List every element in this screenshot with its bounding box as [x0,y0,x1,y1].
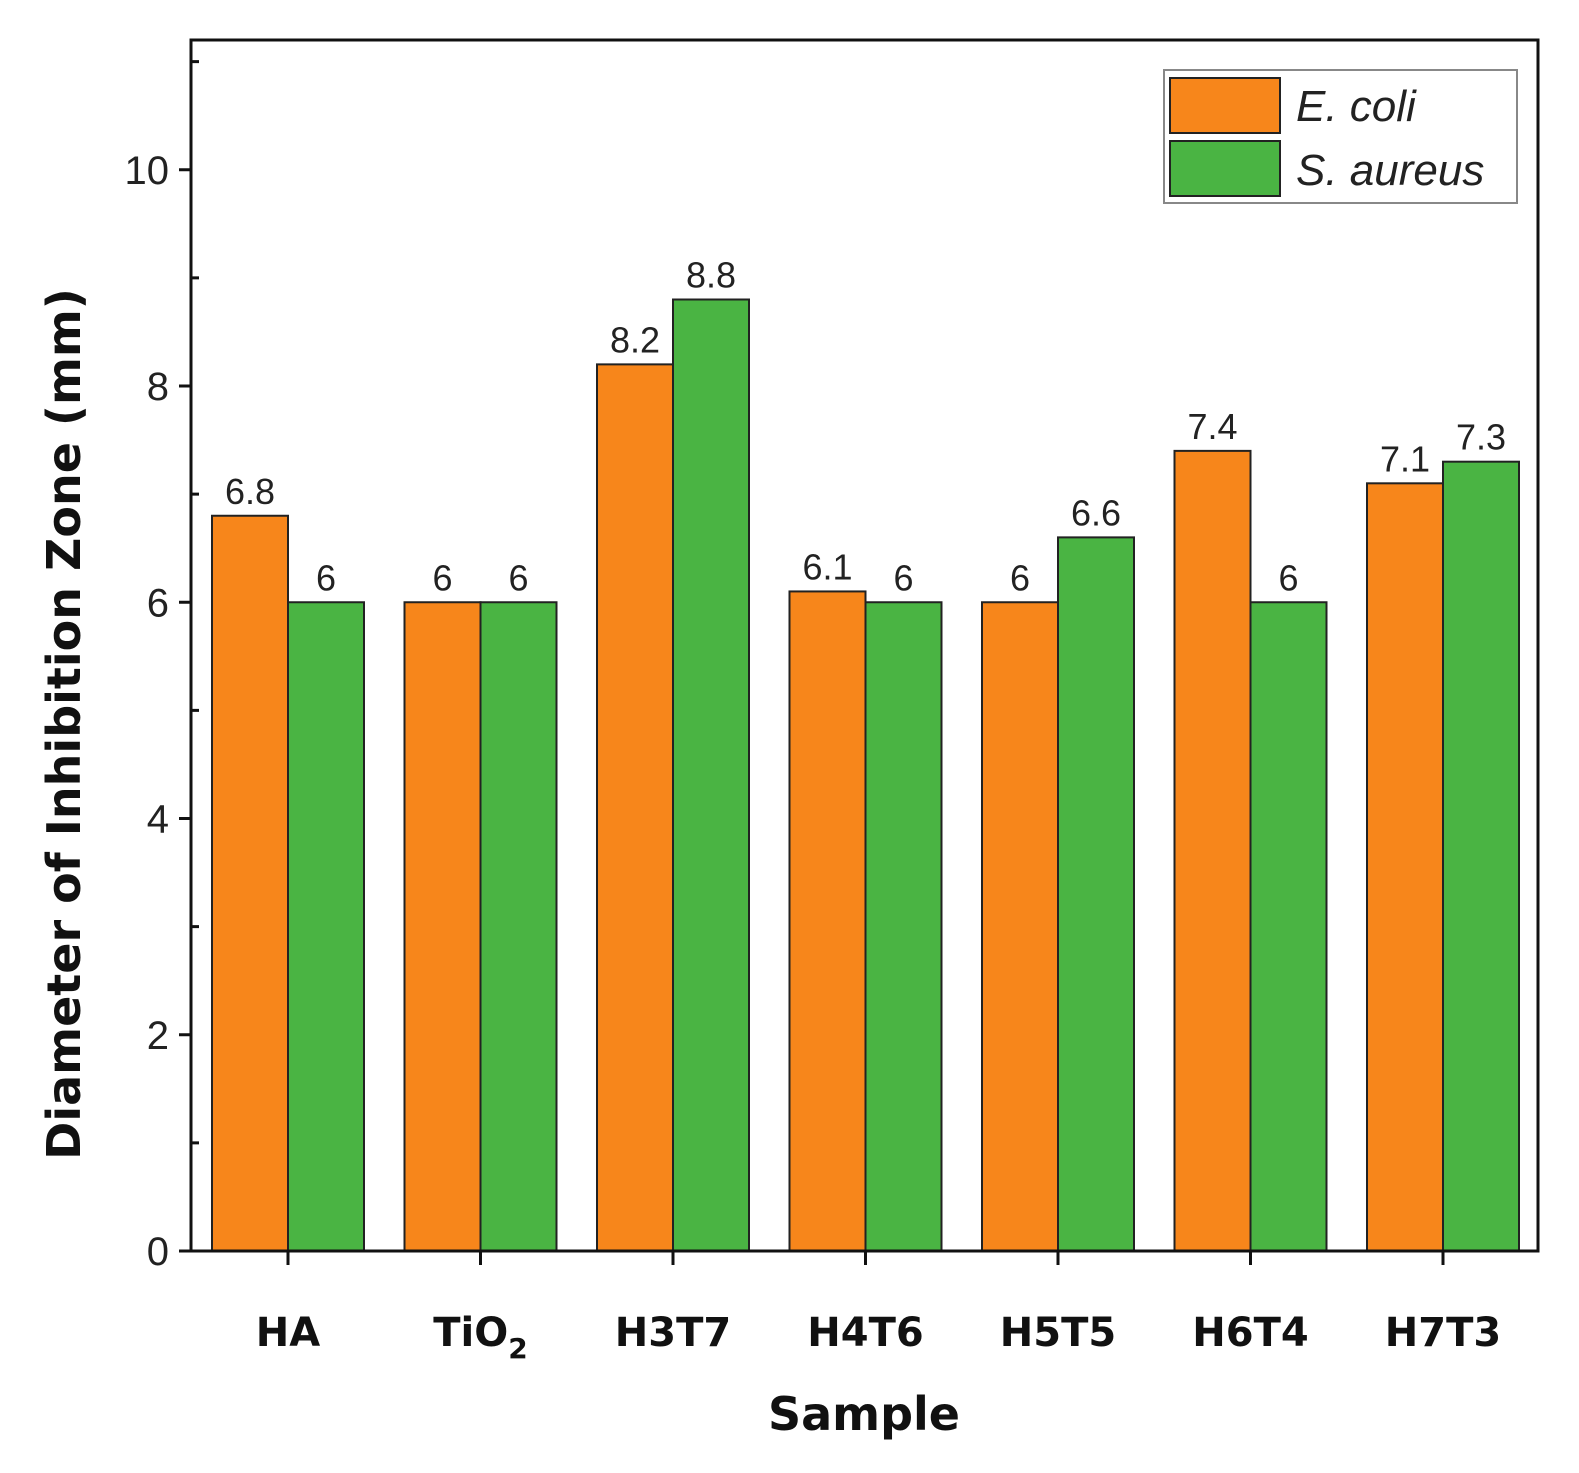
bar-ha-s-aureus [287,601,365,1252]
legend-swatch-s-aureus [1169,140,1281,197]
y-tick-label: 10 [125,149,170,193]
x-tick-label: H7T3 [1385,1310,1501,1356]
x-tick-label: HA [256,1310,320,1356]
data-labels-layer: 6.8 6 6 6 8.2 8.8 6.1 6 6 6.6 7.4 6 7.1 7.3 [225,255,1506,599]
data-label: 7.4 [1187,406,1237,447]
data-label: 6 [432,557,452,598]
bar-tio-e-coli [403,601,482,1252]
bar-tio-s-aureus [479,601,558,1252]
x-tick-label: H6T4 [1192,1310,1308,1356]
legend-swatch-e-coli [1169,77,1281,134]
x-tick-label: H4T6 [807,1310,923,1356]
bar-h5t5-e-coli [981,601,1059,1252]
bars-layer [211,298,1520,1252]
y-tick-label: 2 [147,1014,169,1058]
legend-label-s-aureus: S. aureus [1296,146,1484,195]
y-tick-label: 0 [147,1230,169,1274]
y-tick-label: 6 [147,581,169,625]
bar-h7t3-s-aureus [1442,460,1520,1252]
data-label: 6 [1010,557,1030,598]
data-label: 8.2 [610,319,660,360]
x-axis-title: Sample [768,1387,960,1441]
bar-ha-e-coli [211,514,289,1252]
y-tick-label: 4 [147,798,169,842]
data-label: 7.1 [1380,438,1430,479]
data-label: 6.6 [1071,492,1121,533]
data-label: 6 [508,557,528,598]
bar-h5t5-s-aureus [1057,536,1135,1252]
data-label: 6 [893,557,913,598]
x-tick-label: H5T5 [1000,1310,1116,1356]
axes-layer: 0 2 4 6 8 10 HA TiO2 H3T7 H4T6 H5T5 H6T4 H7T3 [125,38,1540,1365]
data-label: 7.3 [1456,417,1506,458]
data-label: 8.8 [686,255,736,296]
bar-h6t4-e-coli [1173,449,1252,1252]
y-tick-label: 8 [147,365,169,409]
y-axis-title: Diameter of Inhibition Zone (mm) [37,288,91,1160]
legend: E. coli S. aureus [1163,69,1518,204]
data-label: 6 [1278,557,1298,598]
legend-label-e-coli: E. coli [1296,82,1417,131]
bar-h3t7-s-aureus [672,298,750,1252]
bar-h3t7-e-coli [596,363,674,1252]
bar-h6t4-s-aureus [1249,601,1328,1252]
data-label: 6.8 [225,471,275,512]
x-tick-label: TiO2 [433,1310,527,1365]
subscript: 2 [508,1332,527,1365]
x-tick-label: H3T7 [615,1310,731,1356]
bar-h4t6-s-aureus [864,601,943,1252]
bar-h7t3-e-coli [1366,482,1444,1252]
bar-h4t6-e-coli [788,590,867,1252]
data-label: 6.1 [802,546,852,587]
data-label: 6 [316,557,336,598]
